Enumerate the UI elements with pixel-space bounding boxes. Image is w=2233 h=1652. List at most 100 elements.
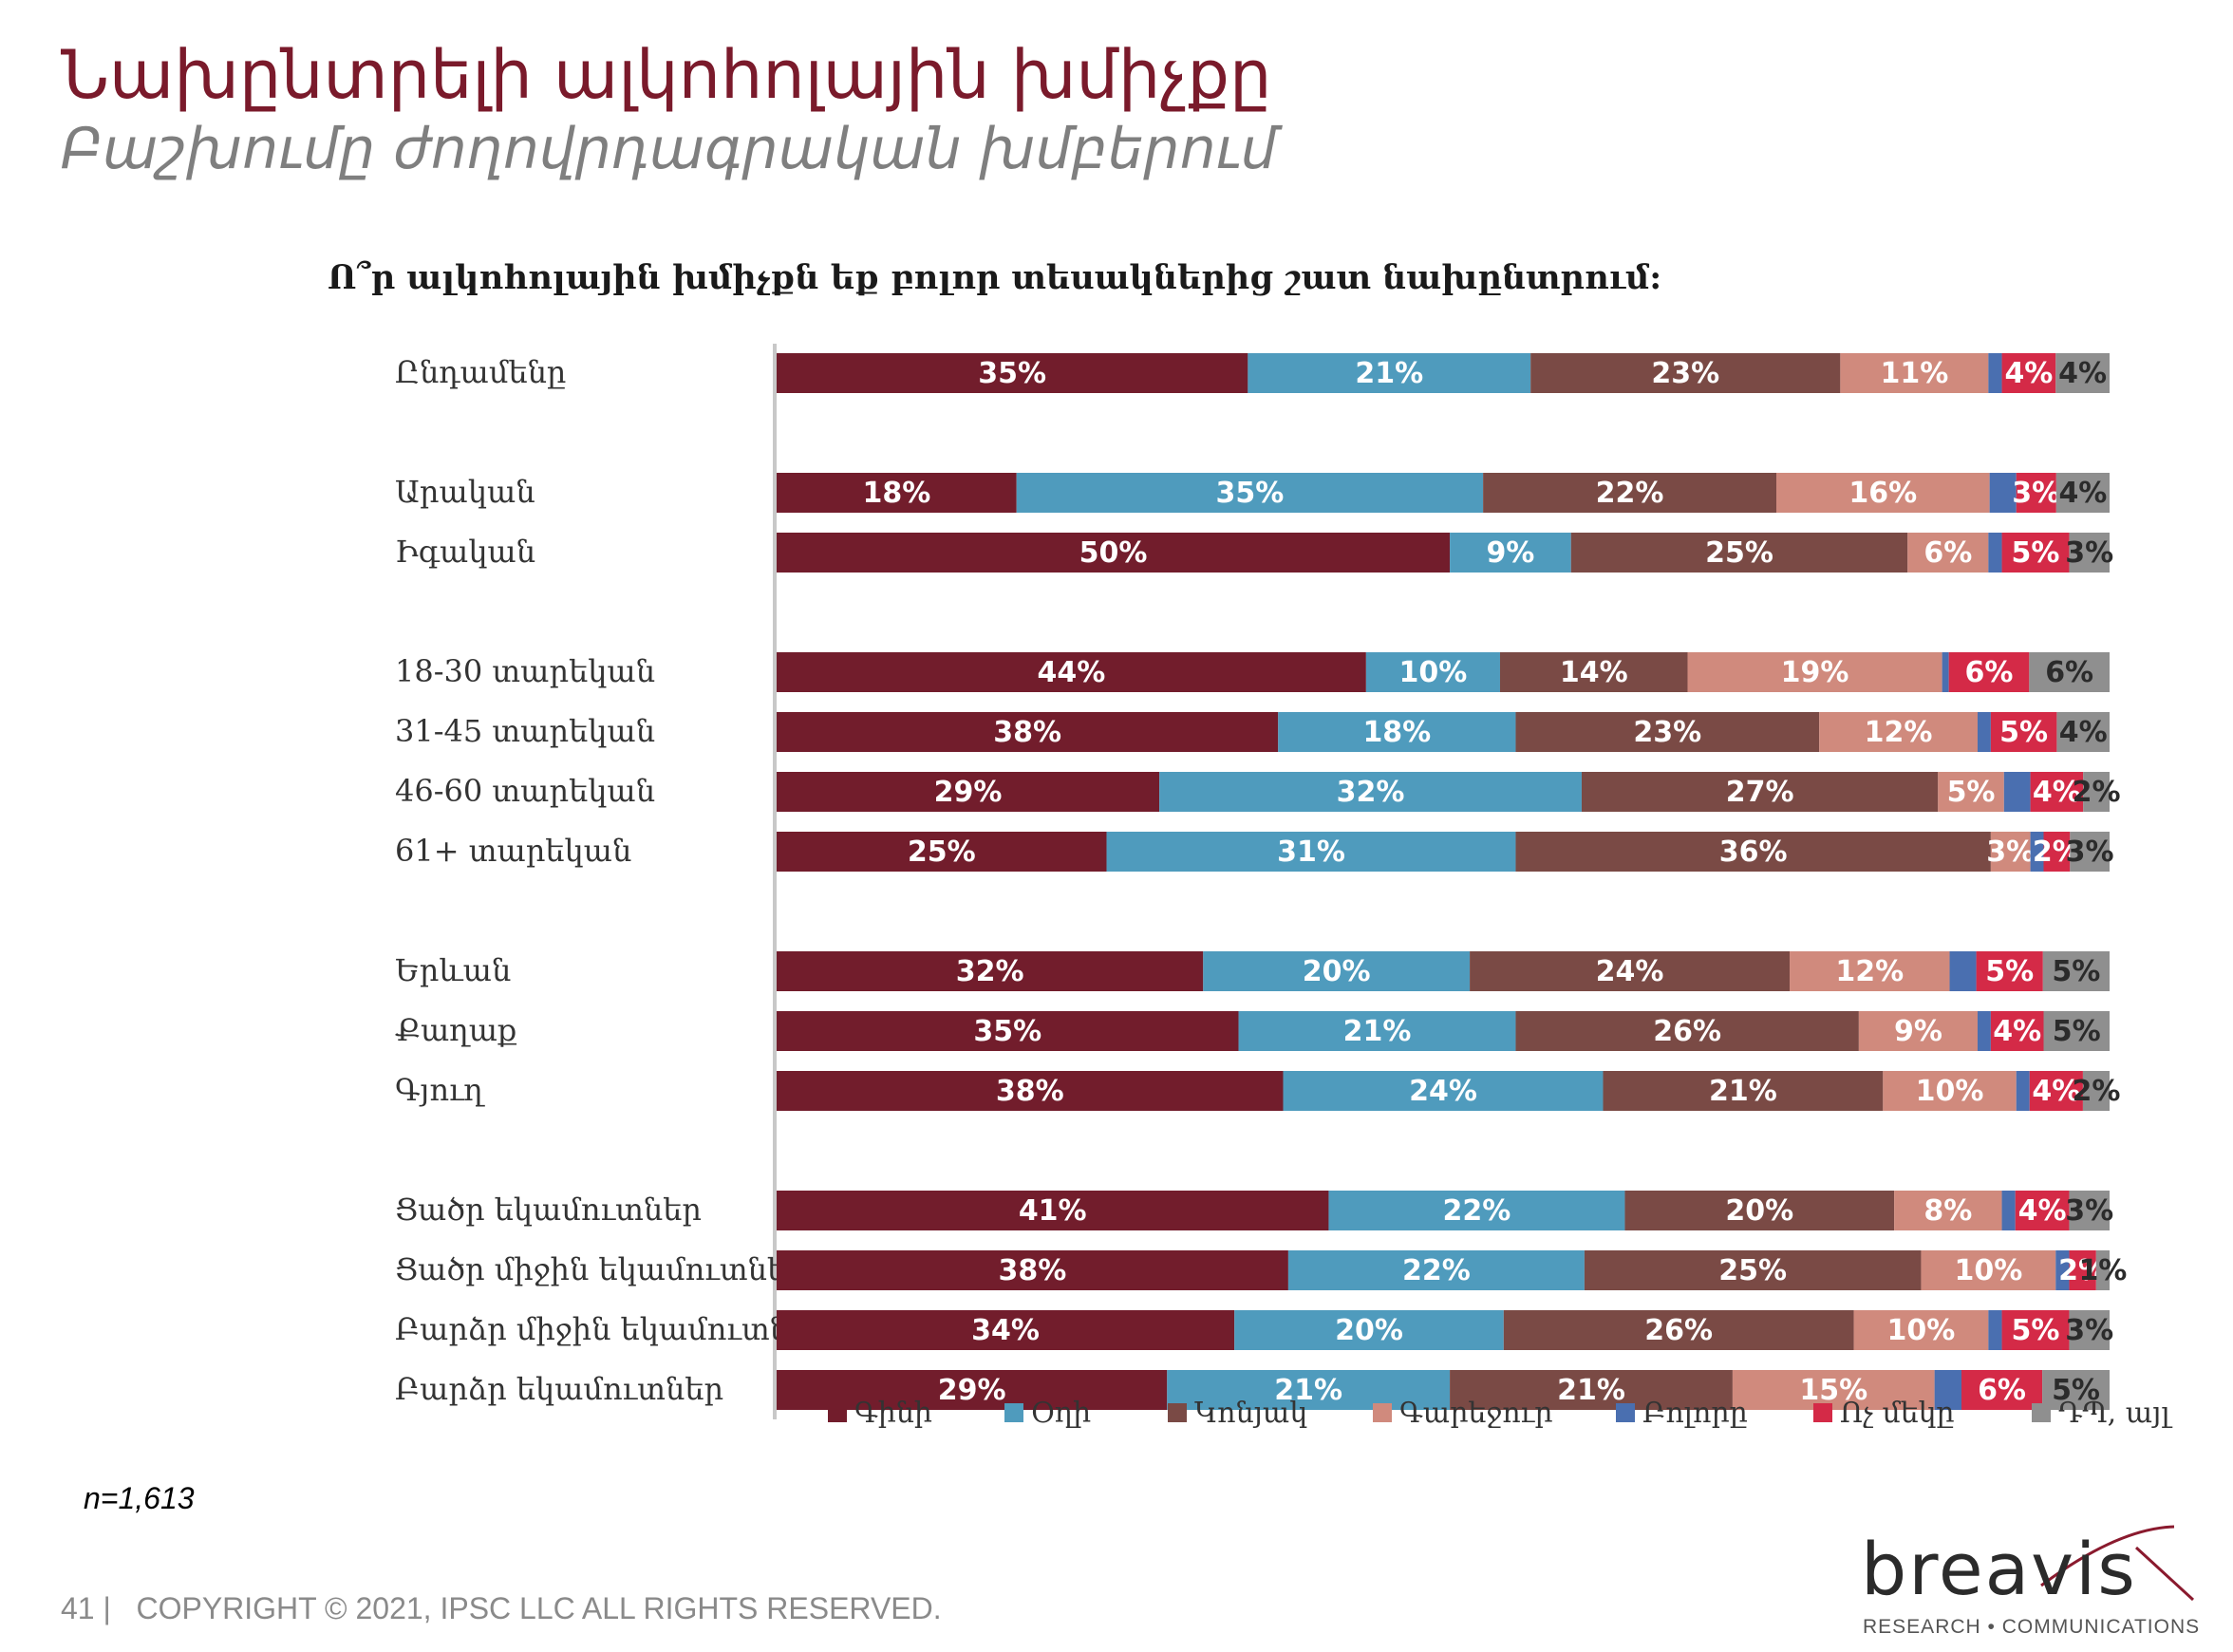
bar-segment	[777, 1250, 1288, 1290]
data-label: 32%	[1337, 776, 1405, 809]
row-label: Ընդամենը	[395, 354, 566, 390]
data-label: 19%	[1781, 656, 1849, 689]
bar-segment	[1853, 1310, 1989, 1350]
bar-segment	[2042, 1370, 2110, 1410]
data-label: 27%	[1726, 776, 1794, 809]
bar-segment	[1790, 951, 1950, 991]
data-label: 4%	[2018, 1194, 2067, 1228]
data-label: 21%	[1343, 1015, 1412, 1048]
bar-segment	[777, 473, 1017, 513]
bar-segment	[2030, 772, 2084, 812]
legend-entry: ԴՊ, այլ	[2058, 1397, 2172, 1430]
legend-swatch	[1004, 1403, 1023, 1422]
bar-segment	[1883, 1071, 2017, 1111]
data-label: 16%	[1848, 477, 1917, 510]
legend-swatch	[828, 1403, 847, 1422]
data-label: 5%	[2012, 536, 2060, 570]
legend-entry: Օղի	[1031, 1397, 1091, 1430]
data-label: 5%	[1947, 776, 1996, 809]
data-label: 38%	[993, 716, 1061, 749]
data-label: 22%	[1596, 477, 1664, 510]
row-label: Ցածր միջին եկամուտներ	[395, 1251, 806, 1287]
bar-segment	[1581, 772, 1939, 812]
data-label: 21%	[1557, 1374, 1625, 1407]
sample-size-note: n=1,613	[84, 1481, 195, 1515]
bar-segment	[1977, 712, 1991, 752]
data-label: 18%	[862, 477, 930, 510]
data-label: 4%	[2033, 776, 2081, 809]
bar-segment	[2030, 832, 2044, 872]
bar-segment	[1819, 712, 1978, 752]
bar-segment	[1907, 533, 1989, 573]
data-label: 36%	[1719, 835, 1788, 869]
data-label: 24%	[1409, 1075, 1477, 1108]
bar-segment	[1977, 1011, 1991, 1051]
bar-segment	[1687, 652, 1942, 692]
data-label: 4%	[1993, 1015, 2041, 1048]
bar-segment	[1961, 1370, 2043, 1410]
bar-segment	[2069, 1250, 2096, 1290]
data-label: 15%	[1799, 1374, 1867, 1407]
logo-tagline: RESEARCH • COMMUNICATIONS	[1863, 1616, 2201, 1638]
bar-segment	[777, 712, 1279, 752]
chart-title: Ո՞ր ալկոհոլային խմիչքն եք բոլոր տեսակներ…	[328, 258, 1661, 297]
data-label: 26%	[1653, 1015, 1721, 1048]
data-label: 25%	[1718, 1254, 1787, 1287]
bar-segment	[2055, 473, 2110, 513]
logo-wordmark: breavis	[1861, 1527, 2137, 1611]
bar-segment	[1988, 533, 2002, 573]
data-label: 4%	[2058, 477, 2107, 510]
data-label: 26%	[1644, 1314, 1713, 1347]
bar-segment	[2001, 1310, 2070, 1350]
bar-segment	[1499, 652, 1688, 692]
bar-segment	[1328, 1191, 1625, 1230]
bar-segment	[1450, 533, 1571, 573]
page-number: 41	[61, 1591, 95, 1625]
data-label: 9%	[1486, 536, 1534, 570]
bar-segment	[1840, 353, 1989, 393]
row-label: 46-60 տարեկան	[395, 773, 655, 809]
data-label: 10%	[1399, 656, 1468, 689]
bar-segment	[777, 772, 1160, 812]
data-label: 14%	[1560, 656, 1628, 689]
data-label: 10%	[1954, 1254, 2022, 1287]
data-label: 31%	[1277, 835, 1345, 869]
logo-swoosh-icon	[2040, 1525, 2195, 1602]
bar-segment	[2015, 1191, 2070, 1230]
data-label: 4%	[2032, 1075, 2080, 1108]
data-label: 3%	[2065, 1194, 2113, 1228]
bar-segment	[1942, 652, 1949, 692]
bar-segment	[1515, 1011, 1859, 1051]
data-label: 35%	[973, 1015, 1041, 1048]
bar-segment	[777, 652, 1366, 692]
bar-segment	[777, 1011, 1239, 1051]
data-label: 41%	[1019, 1194, 1087, 1228]
bar-segment	[2055, 353, 2110, 393]
bar-segment	[1238, 1011, 1516, 1051]
plot-area: Ընդամենը 35% 21% 23% 11% 4% 4%Արական 18% 35% 22% 1…	[395, 344, 2127, 1419]
footer-separator: |	[103, 1591, 128, 1625]
bar-segment	[1989, 473, 2017, 513]
bar-segment	[1584, 1250, 1922, 1290]
bar-segment	[1287, 1250, 1585, 1290]
bar-segment	[1203, 951, 1471, 991]
data-label: 35%	[1216, 477, 1285, 510]
data-label: 6%	[2045, 656, 2093, 689]
data-label: 5%	[2052, 955, 2100, 988]
bar-segment	[2029, 652, 2110, 692]
bar-segment	[2042, 951, 2110, 991]
data-label: 20%	[1335, 1314, 1403, 1347]
bar-segment	[1603, 1071, 1884, 1111]
data-label: 6%	[1923, 536, 1972, 570]
row-label: Քաղաք	[395, 1012, 517, 1048]
data-label: 38%	[999, 1254, 1067, 1287]
data-label: 24%	[1596, 955, 1664, 988]
bar-segment	[1938, 772, 2004, 812]
data-label: 3%	[2065, 536, 2113, 570]
bar-segment	[2095, 1250, 2110, 1290]
bar-segment	[777, 951, 1204, 991]
data-label: 3%	[1986, 835, 2035, 869]
data-label: 21%	[1274, 1374, 1342, 1407]
data-label: 9%	[1894, 1015, 1942, 1048]
data-label: 3%	[2065, 1314, 2113, 1347]
